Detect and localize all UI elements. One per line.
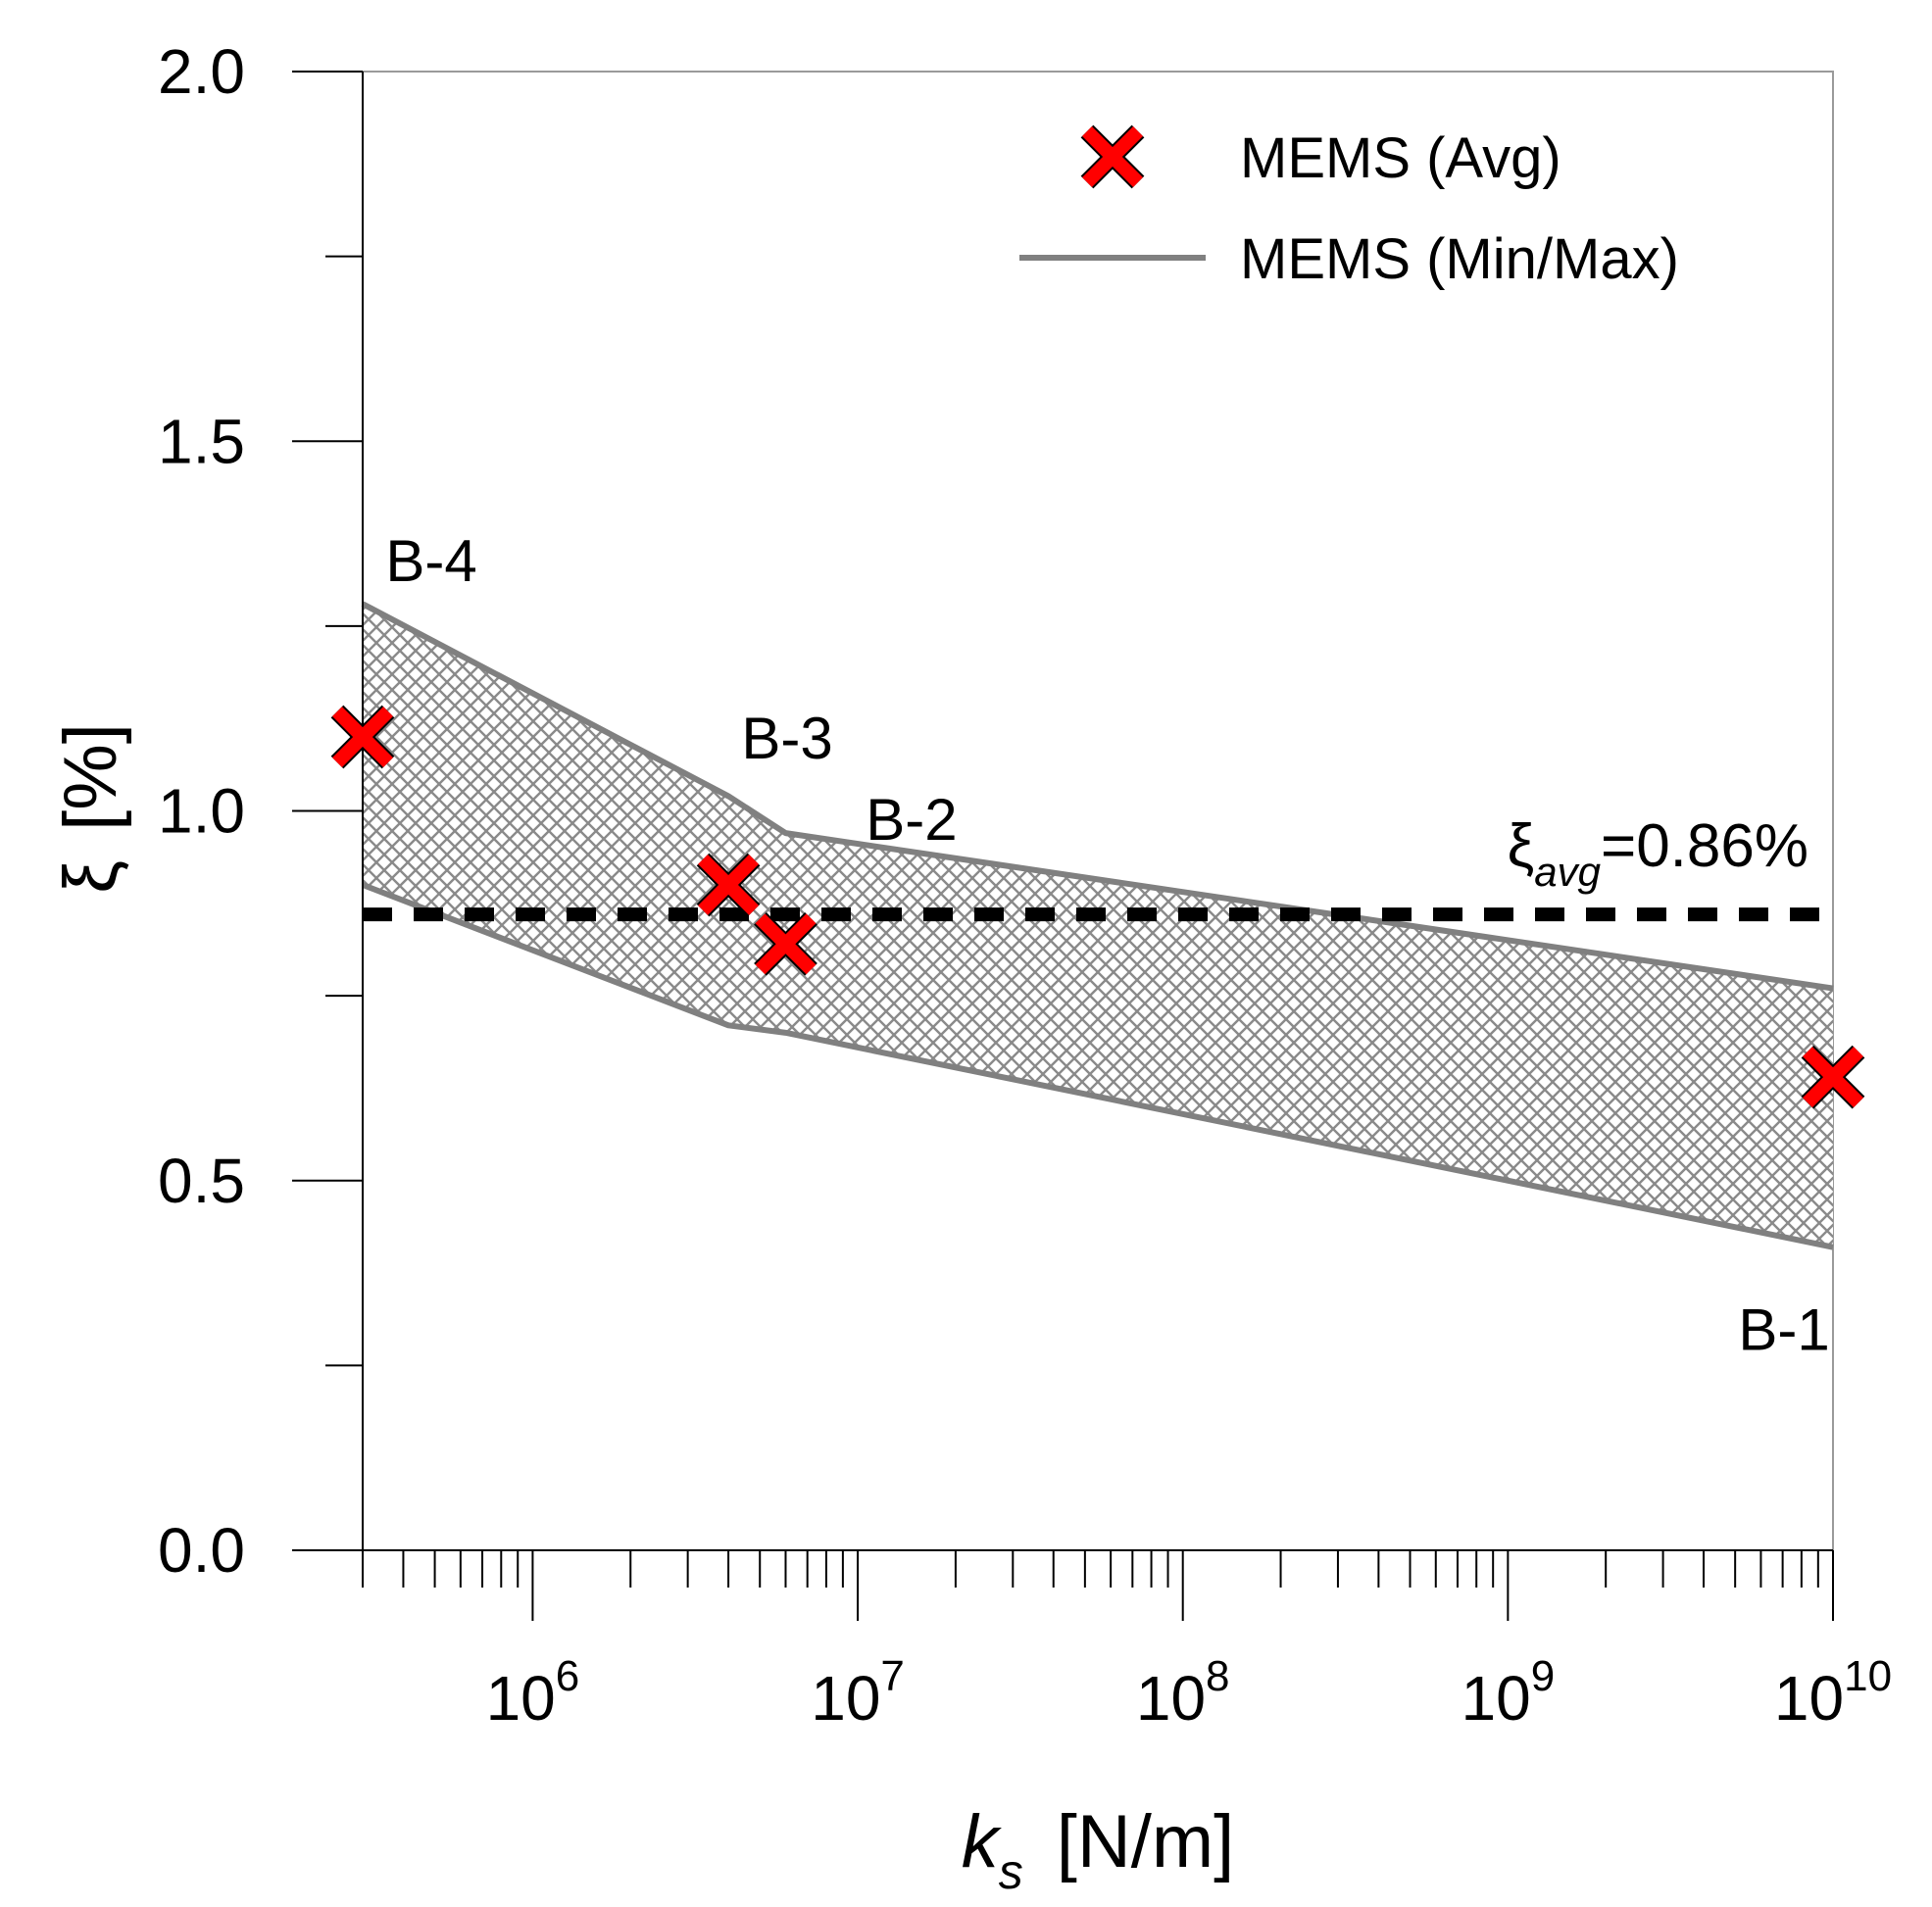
reference-symbol: ξ: [1508, 812, 1535, 880]
x-axis-label-symbol: k: [962, 1800, 1003, 1883]
x-tick-label: 1010: [1774, 1652, 1892, 1734]
y-tick-label: 0.5: [158, 1146, 245, 1216]
min-line: [361, 882, 1834, 1250]
band-label-b-3: B-3: [741, 706, 832, 771]
x-tick-exponent: 8: [1206, 1652, 1229, 1700]
band-label-b-1: B-1: [1738, 1297, 1829, 1363]
x-tick-base: 10: [811, 1663, 880, 1734]
x-tick-exponent: 9: [1531, 1652, 1555, 1700]
reference-subscript: avg: [1534, 849, 1601, 895]
legend-label-minmax: MEMS (Min/Max): [1240, 227, 1679, 291]
avg-marker-stroke: [332, 707, 393, 767]
legend-label-avg: MEMS (Avg): [1240, 126, 1561, 190]
y-tick-label: 1.0: [158, 776, 245, 847]
y-axis-label-unit: [%]: [49, 723, 132, 831]
band-label-b-2: B-2: [866, 787, 957, 853]
x-axis-label-sub: s: [999, 1844, 1023, 1899]
x-tick-base: 10: [486, 1663, 556, 1734]
avg-marker-stroke: [1803, 1047, 1863, 1108]
x-tick-base: 10: [1774, 1663, 1844, 1734]
x-tick-exponent: 7: [880, 1652, 904, 1700]
x-tick-label: 108: [1136, 1652, 1230, 1734]
avg-marker: [696, 853, 761, 917]
x-tick-label: 107: [811, 1652, 905, 1734]
legend: MEMS (Avg) MEMS (Min/Max): [1019, 124, 1679, 291]
band-labels: B-4 B-3 B-2 B-1: [385, 528, 1829, 1363]
band-label-b-4: B-4: [385, 528, 476, 594]
band-fill: [363, 604, 1833, 1247]
y-axis-label-symbol: ξ: [49, 860, 132, 894]
avg-marker: [330, 705, 395, 769]
avg-marker-stroke: [755, 913, 817, 975]
avg-marker: [1801, 1045, 1865, 1109]
x-tick-exponent: 10: [1844, 1652, 1892, 1700]
x-axis-label-unit: [N/m]: [1057, 1800, 1235, 1883]
y-tick-label: 0.0: [158, 1515, 245, 1586]
y-tick-label: 2.0: [158, 36, 245, 107]
x-axis-label: ks [N/m]: [962, 1800, 1235, 1899]
avg-markers: [330, 705, 1865, 1109]
min-max-band: [363, 604, 1833, 1247]
reference-value: =0.86%: [1601, 812, 1808, 880]
x-tick-label: 106: [486, 1652, 580, 1734]
y-axis: 0.0 0.5 1.0 1.5 2.0: [158, 36, 364, 1586]
x-tick-label: 109: [1461, 1652, 1556, 1734]
avg-marker: [754, 911, 817, 976]
y-axis-label: ξ [%]: [49, 723, 132, 894]
avg-marker-stroke: [698, 855, 760, 915]
x-axis: 106 107 108 109 1010: [362, 1549, 1892, 1734]
x-tick-exponent: 6: [556, 1652, 579, 1700]
y-tick-label: 1.5: [158, 406, 245, 476]
reference-label: ξavg=0.86%: [1508, 812, 1809, 895]
x-tick-base: 10: [1136, 1663, 1206, 1734]
x-tick-base: 10: [1461, 1663, 1531, 1734]
legend-avg-marker: [1080, 124, 1145, 189]
